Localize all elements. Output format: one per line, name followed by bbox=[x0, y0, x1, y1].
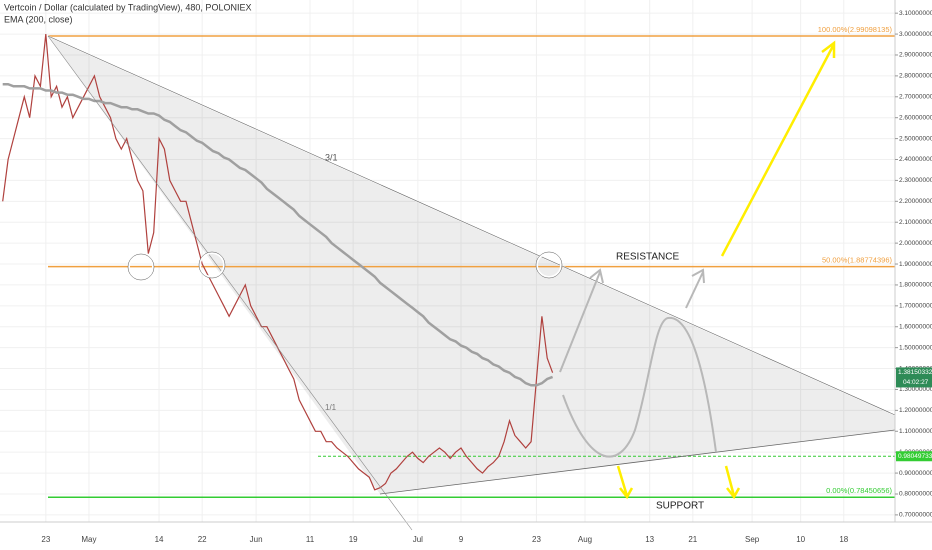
resistance-line-edge bbox=[47, 35, 896, 416]
y-tick-label: 0.70000000 bbox=[899, 512, 932, 519]
fan-label: 1/1 bbox=[325, 403, 337, 412]
price-label: 1.38150332 bbox=[898, 369, 932, 376]
touch-circle bbox=[128, 254, 154, 280]
y-tick-label: 2.50000000 bbox=[899, 135, 932, 142]
time-label: 04:02:27 bbox=[903, 379, 929, 386]
resistance-label: RESISTANCE bbox=[616, 252, 679, 263]
y-tick-label: 2.70000000 bbox=[899, 94, 932, 101]
y-tick-label: 1.30000000 bbox=[899, 386, 932, 393]
x-tick-label: Jul bbox=[413, 535, 423, 544]
x-tick-label: 22 bbox=[198, 535, 207, 544]
y-tick-label: 2.00000000 bbox=[899, 240, 932, 247]
chart-title: Vertcoin / Dollar (calculated by Trading… bbox=[4, 2, 251, 12]
y-tick-label: 2.30000000 bbox=[899, 177, 932, 184]
arrow bbox=[685, 268, 705, 309]
price-box bbox=[896, 451, 932, 462]
y-tick-label: 2.80000000 bbox=[899, 73, 932, 80]
y-tick-label: 2.20000000 bbox=[899, 198, 932, 205]
indicator-label: EMA (200, close) bbox=[4, 14, 73, 24]
y-tick-label: 1.20000000 bbox=[899, 407, 932, 414]
x-tick-label: 23 bbox=[532, 535, 541, 544]
touch-circle bbox=[199, 252, 225, 278]
arrow bbox=[720, 40, 836, 257]
x-tick-label: 11 bbox=[306, 535, 315, 544]
support-label: SUPPORT bbox=[656, 501, 704, 512]
grid bbox=[0, 0, 895, 522]
x-tick-label: Jun bbox=[250, 535, 263, 544]
y-tick-label: 2.90000000 bbox=[899, 52, 932, 59]
y-tick-label: 2.10000000 bbox=[899, 219, 932, 226]
fib-label: 100.00%(2.99098135) bbox=[818, 25, 893, 34]
x-tick-label: 21 bbox=[688, 535, 697, 544]
x-tick-label: 13 bbox=[645, 535, 654, 544]
series-line bbox=[2, 82, 554, 387]
arrow bbox=[724, 465, 741, 500]
touch-circle bbox=[536, 252, 562, 278]
x-tick-label: 19 bbox=[349, 535, 358, 544]
x-tick-label: 9 bbox=[459, 535, 464, 544]
levels: 100.00%(2.99098135) 50.00%(1.88774396) 0.0… bbox=[48, 25, 895, 498]
projection-arrows bbox=[559, 268, 717, 458]
y-tick-label: 1.50000000 bbox=[899, 344, 932, 351]
target-arrows bbox=[616, 40, 836, 500]
y-tick-label: 3.00000000 bbox=[899, 31, 932, 38]
fan-label: 3/1 bbox=[325, 152, 338, 162]
axes: 0.700000000.800000000.900000001.00000000… bbox=[41, 10, 932, 544]
fan-line bbox=[47, 35, 413, 531]
y-tick-label: 1.10000000 bbox=[899, 428, 932, 435]
y-tick-label: 0.90000000 bbox=[899, 470, 932, 477]
touch-circle-edge bbox=[127, 253, 155, 281]
fib-label: 50.00%(1.88774396) bbox=[822, 256, 893, 265]
x-tick-label: Sep bbox=[745, 535, 760, 544]
fib-label: 0.00%(0.78450656) bbox=[826, 486, 892, 495]
x-tick-label: Aug bbox=[578, 535, 592, 544]
x-tick-label: May bbox=[81, 535, 96, 544]
touch-circle-edge bbox=[535, 251, 563, 279]
support-line bbox=[379, 429, 896, 495]
y-tick-label: 3.10000000 bbox=[899, 10, 932, 17]
price-box bbox=[896, 367, 932, 388]
x-tick-label: 23 bbox=[41, 535, 50, 544]
y-tick-label: 2.60000000 bbox=[899, 114, 932, 121]
projection-path bbox=[562, 316, 717, 458]
y-tick-label: 1.90000000 bbox=[899, 261, 932, 268]
y-tick-label: 1.80000000 bbox=[899, 282, 932, 289]
triangle-zone bbox=[48, 36, 895, 494]
x-tick-label: 14 bbox=[155, 535, 164, 544]
touch-circle-edge bbox=[198, 251, 226, 279]
arrow bbox=[559, 268, 604, 373]
arrow bbox=[616, 465, 634, 500]
y-tick-label: 1.70000000 bbox=[899, 303, 932, 310]
y-tick-label: 0.80000000 bbox=[899, 491, 932, 498]
y-tick-label: 1.60000000 bbox=[899, 323, 932, 330]
x-tick-label: 10 bbox=[796, 535, 805, 544]
price-label: 0.98049733 bbox=[898, 453, 932, 460]
y-tick-label: 2.40000000 bbox=[899, 156, 932, 163]
x-tick-label: 18 bbox=[839, 535, 848, 544]
